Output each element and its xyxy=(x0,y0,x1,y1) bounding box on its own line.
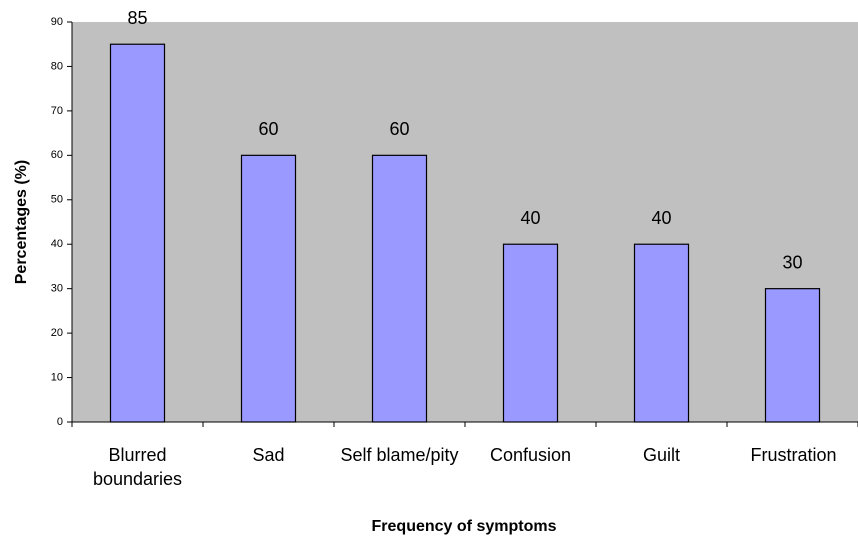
x-axis-title: Frequency of symptoms xyxy=(372,518,557,535)
x-tick-label: Blurred boundaries xyxy=(92,445,183,489)
x-tick-label: Confusion xyxy=(489,445,572,465)
value-label: 40 xyxy=(651,208,671,228)
value-label: 40 xyxy=(520,208,540,228)
y-tick-label: 40 xyxy=(51,238,63,250)
y-tick-label: 80 xyxy=(51,60,63,72)
value-label: 60 xyxy=(258,119,278,139)
y-tick-label: 20 xyxy=(51,327,63,339)
bar xyxy=(633,243,690,423)
value-label: 60 xyxy=(389,119,409,139)
value-label: 30 xyxy=(782,252,802,272)
y-tick-label: 50 xyxy=(51,194,63,206)
plot-area xyxy=(72,22,858,422)
x-tick-label: Self blame/pity xyxy=(340,445,459,465)
y-tick-label: 90 xyxy=(51,16,63,28)
y-tick-label: 60 xyxy=(51,149,63,161)
bar xyxy=(240,154,297,423)
bar xyxy=(764,288,821,423)
bar xyxy=(109,43,166,423)
y-tick-label: 0 xyxy=(57,416,63,428)
bar xyxy=(502,243,559,423)
x-tick-label: Guilt xyxy=(642,445,680,465)
y-tick-label: 30 xyxy=(51,283,63,295)
y-tick-label: 10 xyxy=(51,371,63,383)
y-axis-title: Percentages (%) xyxy=(13,160,30,285)
x-tick-label: Sad xyxy=(252,445,285,465)
y-tick-label: 70 xyxy=(51,105,63,117)
x-tick-label: Frustration xyxy=(750,445,837,465)
value-label: 85 xyxy=(127,8,147,28)
bar xyxy=(371,154,428,423)
